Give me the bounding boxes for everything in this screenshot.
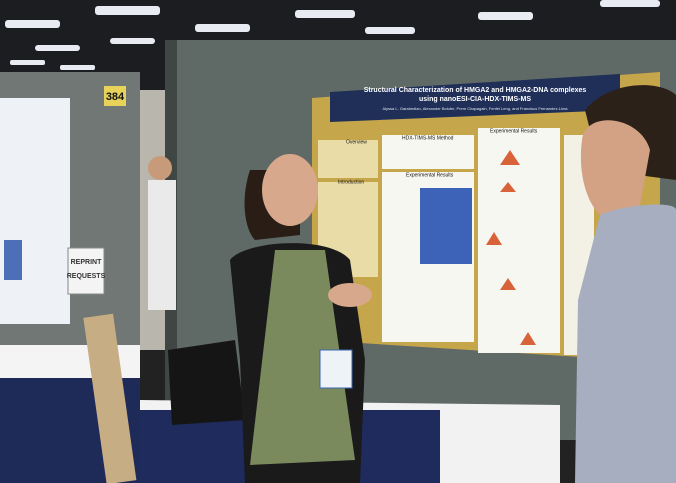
- poster-section: Experimental Results: [406, 172, 454, 178]
- poster-section: Experimental Results: [490, 128, 538, 134]
- sign-text: REQUESTS: [67, 273, 106, 280]
- poster-section: Introduction: [338, 179, 364, 185]
- poster-tube: [83, 313, 137, 483]
- bag: [168, 340, 245, 425]
- poster-section: Overview: [346, 139, 367, 145]
- presenter-face: [262, 154, 318, 226]
- presenter-hands: [328, 283, 372, 307]
- poster-section: HDX-TIMS-MS Method: [402, 135, 454, 141]
- poster-panel: [318, 140, 378, 178]
- poster-title: using nanoESI-CIA-HDX-TIMS-MS: [419, 96, 531, 103]
- visitor-shirt: [575, 204, 676, 483]
- poster-authors: Alyssa L. Garabedian, Alexander Bolufer,…: [383, 106, 569, 111]
- poster-title: Structural Characterization of HMGA2 and…: [364, 87, 587, 94]
- ceiling-lights: [5, 0, 660, 70]
- reprint-sign: [67, 247, 105, 295]
- visitor-face: [580, 120, 650, 215]
- background-person-head: [148, 156, 172, 180]
- sign-text: REPRINT: [71, 259, 102, 266]
- poster-peaks: [486, 150, 536, 345]
- left-poster-figure: [4, 240, 22, 280]
- poster-header: [330, 74, 620, 122]
- poster-panel: [382, 135, 474, 169]
- presenter-shirt: [250, 250, 355, 465]
- left-poster: [0, 98, 70, 324]
- booth-number-card: [104, 86, 126, 106]
- poster-heatmap: [420, 188, 472, 264]
- booth-number: 384: [106, 91, 125, 103]
- background-person: [148, 180, 176, 310]
- name-badge: [319, 349, 353, 389]
